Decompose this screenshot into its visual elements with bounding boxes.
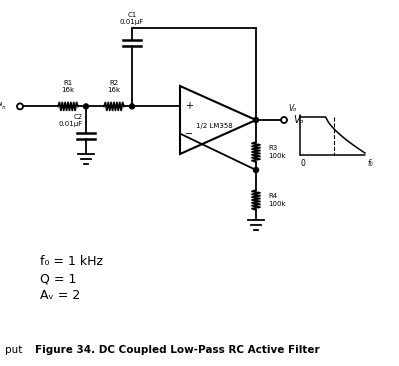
Text: Q = 1: Q = 1 <box>40 272 76 285</box>
Circle shape <box>17 104 23 109</box>
Text: Aᵥ = 2: Aᵥ = 2 <box>40 289 80 302</box>
Text: +: + <box>185 101 193 111</box>
Text: R4
100k: R4 100k <box>268 194 286 206</box>
Text: C2
0.01μF: C2 0.01μF <box>59 114 83 127</box>
Text: f₀ = 1 kHz: f₀ = 1 kHz <box>40 255 103 268</box>
Text: 1/2 LM358: 1/2 LM358 <box>196 123 232 129</box>
Circle shape <box>130 104 134 109</box>
Text: −: − <box>185 128 193 139</box>
Circle shape <box>281 117 287 123</box>
Text: R3
100k: R3 100k <box>268 146 286 158</box>
Text: Vᴵₙ: Vᴵₙ <box>0 102 6 111</box>
Circle shape <box>83 104 89 109</box>
Text: put: put <box>5 345 22 355</box>
Circle shape <box>253 168 259 172</box>
Text: f₀: f₀ <box>367 159 373 168</box>
Text: 0: 0 <box>300 159 306 168</box>
Text: C1
0.01μF: C1 0.01μF <box>120 12 144 25</box>
Circle shape <box>253 117 259 123</box>
Text: Figure 34. DC Coupled Low-Pass RC Active Filter: Figure 34. DC Coupled Low-Pass RC Active… <box>35 345 320 355</box>
Text: Vₒ: Vₒ <box>293 115 304 125</box>
Text: R2
16k: R2 16k <box>107 81 120 93</box>
Text: Vₒ: Vₒ <box>288 104 297 113</box>
Text: R1
16k: R1 16k <box>61 81 75 93</box>
